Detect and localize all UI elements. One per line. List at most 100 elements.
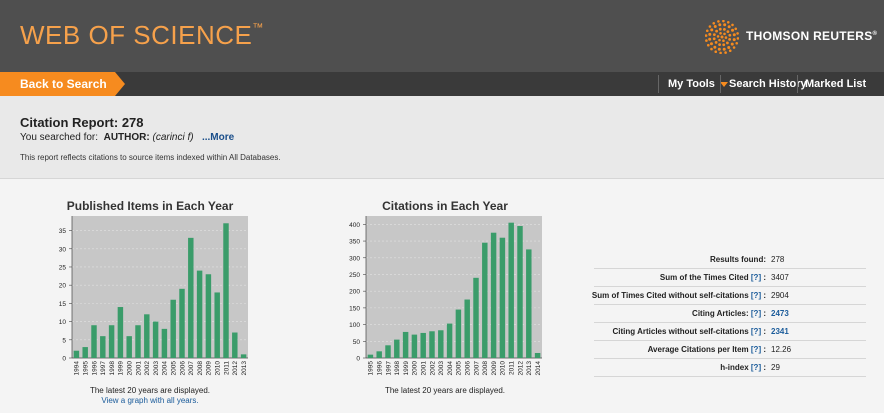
y-tick-label: 50: [353, 339, 361, 346]
y-tick-label: 200: [349, 289, 360, 296]
x-tick-label: 2010: [215, 361, 222, 376]
x-tick-label: 2006: [465, 361, 472, 376]
bar-2001: [135, 325, 141, 358]
y-tick-label: 400: [349, 222, 360, 229]
x-tick-label: 2009: [491, 361, 498, 376]
help-link[interactable]: [?]: [750, 309, 762, 318]
nav-divider: [658, 75, 659, 93]
my-tools-label: My Tools: [668, 78, 715, 90]
chart-caption: The latest 20 years are displayed.: [384, 386, 506, 395]
back-to-search-button[interactable]: Back to Search: [0, 72, 115, 96]
x-tick-label: 2000: [127, 361, 134, 376]
stat-value[interactable]: 2473: [771, 309, 789, 318]
logo-text: WEB OF SCIENCE: [20, 20, 253, 50]
chart-caption: The latest 20 years are displayed.: [89, 386, 211, 395]
web-of-science-logo[interactable]: WEB OF SCIENCE™: [20, 20, 264, 51]
stat-label: Citing Articles without self-citations […: [612, 327, 767, 336]
stat-value[interactable]: 2341: [771, 327, 789, 336]
stat-row: Citing Articles: [?] : 2473: [594, 305, 866, 323]
bar-2007: [473, 277, 479, 358]
bar-1995: [82, 347, 88, 358]
bar-2007: [188, 237, 194, 358]
citations-chart: 0 50 100 150 200 250 300 350 400 1995 1996 1997 1998…: [349, 216, 542, 376]
x-tick-label: 2012: [517, 361, 524, 376]
stat-row: Results found: 278: [594, 251, 866, 269]
x-tick-label: 2012: [232, 361, 239, 376]
bar-2003: [438, 330, 444, 358]
back-button-arrow: [115, 72, 125, 96]
bar-2005: [455, 309, 462, 358]
bar-1996: [91, 325, 97, 358]
search-history-link[interactable]: Search History: [729, 78, 807, 90]
bar-2008: [196, 270, 203, 358]
bar-2009: [205, 274, 212, 358]
y-tick-label: 150: [349, 305, 360, 312]
bar-2009: [490, 232, 497, 358]
page-title: Citation Report: 278: [20, 115, 144, 130]
x-tick-label: 2001: [135, 361, 142, 376]
bar-2003: [152, 321, 159, 358]
nav-divider: [797, 75, 798, 93]
bar-2011: [223, 223, 229, 358]
x-tick-label: 1998: [394, 361, 401, 376]
marked-list-link[interactable]: Marked List: [805, 78, 867, 90]
y-tick-label: 100: [349, 322, 360, 329]
x-tick-label: 2004: [162, 361, 169, 376]
bar-2002: [144, 314, 150, 358]
plot-area: [366, 216, 542, 358]
x-tick-label: 1999: [403, 361, 410, 376]
stat-label: Sum of Times Cited without self-citation…: [591, 291, 766, 300]
bar-1999: [402, 331, 409, 358]
search-query-summary: You searched for: AUTHOR: (carinci f) ..…: [20, 132, 235, 143]
help-link[interactable]: [?]: [750, 363, 762, 372]
help-link[interactable]: [?]: [750, 291, 762, 300]
nav-divider: [720, 75, 721, 93]
bar-2010: [214, 292, 220, 358]
more-link[interactable]: ...More: [201, 132, 235, 143]
bar-1998: [394, 339, 400, 358]
x-tick-label: 2006: [179, 361, 186, 376]
y-tick-label: 350: [349, 239, 360, 246]
stat-value: 3407: [771, 273, 789, 282]
stat-row: Sum of the Times Cited [?] : 3407: [594, 269, 866, 287]
bar-2004: [161, 328, 168, 358]
bar-2012: [517, 226, 523, 358]
y-tick-label: 15: [59, 301, 67, 308]
bar-1997: [385, 345, 391, 358]
help-link[interactable]: [?]: [750, 345, 762, 354]
y-tick-label: 250: [349, 272, 360, 279]
published-items-chart-title: Published Items in Each Year: [66, 199, 234, 213]
x-tick-label: 2004: [447, 361, 454, 376]
x-tick-label: 2011: [509, 361, 516, 375]
x-tick-label: 2000: [412, 361, 419, 376]
stat-label: Sum of the Times Cited [?] :: [659, 273, 766, 282]
x-tick-label: 2003: [153, 361, 160, 376]
bar-2000: [126, 336, 132, 358]
bar-2011: [508, 222, 514, 358]
x-tick-label: 1995: [83, 361, 90, 376]
x-tick-label: 2014: [535, 361, 542, 376]
nav-bar: Back to Search My Tools Search History M…: [0, 72, 884, 96]
app-header: WEB OF SCIENCE™ THOMSON REUTERS®: [0, 0, 884, 72]
y-tick-label: 0: [62, 356, 66, 363]
bar-2006: [179, 288, 185, 358]
stat-label: h-index [?] :: [720, 363, 766, 372]
bar-2013: [240, 354, 247, 358]
x-tick-label: 2003: [438, 361, 445, 376]
citation-stats-table: Results found: 278 Sum of the Times Cited …: [591, 251, 866, 377]
y-tick-label: 20: [59, 283, 67, 290]
y-tick-label: 0: [356, 356, 360, 363]
x-tick-label: 2001: [421, 361, 428, 376]
view-all-years-link[interactable]: View a graph with all years.: [101, 396, 199, 405]
x-tick-label: 1997: [385, 361, 392, 376]
bar-2001: [420, 332, 426, 358]
bar-2010: [499, 237, 506, 358]
bar-1998: [108, 325, 115, 358]
x-tick-label: 2008: [197, 361, 204, 376]
x-tick-label: 1995: [368, 361, 375, 376]
help-link[interactable]: [?]: [750, 273, 762, 282]
my-tools-menu[interactable]: My Tools: [668, 72, 728, 96]
x-tick-label: 2009: [206, 361, 213, 376]
help-link[interactable]: [?]: [750, 327, 762, 336]
plot-area: [72, 216, 248, 358]
